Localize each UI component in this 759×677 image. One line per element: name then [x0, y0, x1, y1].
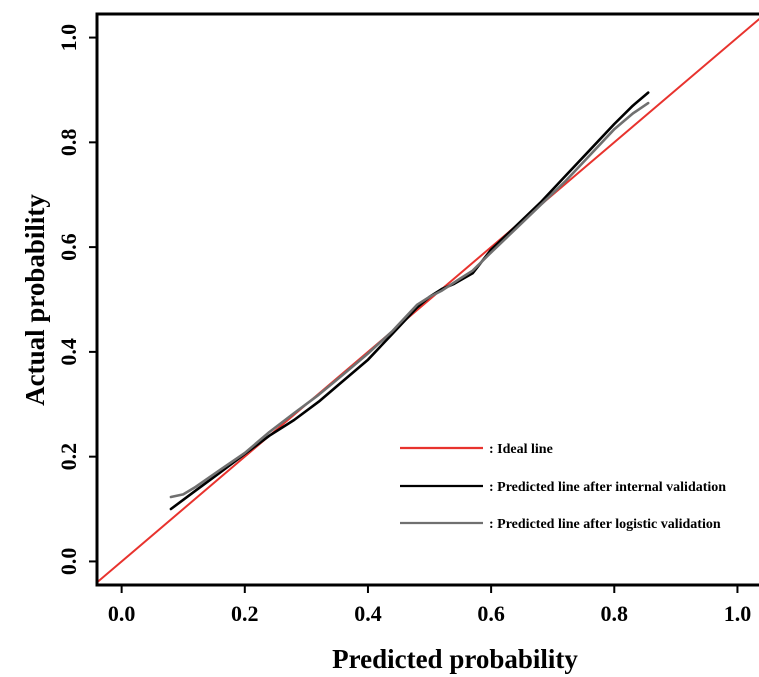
series-line-1 [97, 18, 759, 584]
y-tick-label: 0.8 [56, 129, 81, 157]
y-tick-label: 0.4 [56, 338, 81, 366]
y-tick-label: 1.0 [56, 24, 81, 52]
y-tick-label: 0.2 [56, 443, 81, 471]
series-line-3 [169, 101, 650, 499]
y-tick-label: 0.0 [56, 548, 81, 576]
legend-label-1: : Ideal line [489, 442, 553, 457]
x-tick-label: 0.4 [354, 601, 382, 626]
series-layer [97, 18, 759, 584]
axis-layer: 0.0 0.2 0.4 0.6 0.8 1.0 0.0 0.2 0.4 0.6 0.8 1.0 [56, 24, 751, 626]
x-tick-label: 1.0 [724, 601, 752, 626]
x-tick-label: 0.2 [231, 601, 259, 626]
x-tick-label: 0.8 [601, 601, 629, 626]
plot-frame [95, 12, 759, 587]
frame-layer [95, 12, 759, 587]
legend-label-2: : Predicted line after internal validati… [489, 480, 726, 495]
y-axis-title: Actual probability [20, 194, 50, 406]
legend-label-3: : Predicted line after logistic validati… [489, 517, 721, 532]
x-axis-title: Predicted probability [332, 644, 578, 674]
x-tick-label: 0.0 [108, 601, 136, 626]
y-tick-label: 0.6 [56, 233, 81, 261]
legend: : Ideal line : Predicted line after inter… [400, 442, 726, 532]
x-tick-label: 0.6 [477, 601, 505, 626]
